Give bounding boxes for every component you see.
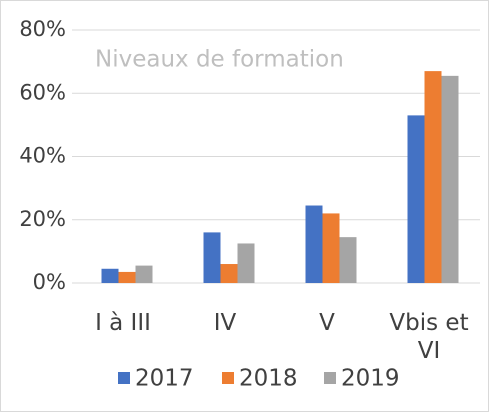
y-tick-label: 40% — [19, 144, 66, 168]
legend-swatch — [324, 372, 336, 384]
legend-label: 2018 — [239, 366, 298, 392]
bar — [237, 243, 255, 283]
bar — [203, 232, 221, 283]
bar — [424, 71, 442, 283]
y-tick-label: 0% — [33, 270, 66, 294]
x-tick-label: Vbis et VI — [389, 310, 469, 364]
bar — [220, 264, 238, 283]
y-tick-label: 20% — [19, 207, 66, 231]
y-tick-label: 60% — [19, 80, 66, 104]
bar — [322, 213, 340, 283]
bar — [407, 115, 425, 283]
bar — [305, 205, 323, 283]
legend-label: 2017 — [135, 366, 194, 392]
x-tick-label: V — [319, 310, 335, 336]
bar — [101, 268, 119, 283]
legend-label: 2019 — [341, 366, 400, 392]
bar — [118, 271, 136, 283]
chart-title: Niveaux de formation — [95, 47, 344, 73]
y-tick-label: 80% — [19, 17, 66, 41]
x-tick-label: I à III — [95, 310, 151, 336]
bar — [135, 265, 153, 283]
bar — [339, 237, 357, 283]
legend-swatch — [118, 372, 130, 384]
legend-swatch — [222, 372, 234, 384]
x-tick-label: IV — [213, 310, 237, 336]
bar — [441, 75, 459, 283]
